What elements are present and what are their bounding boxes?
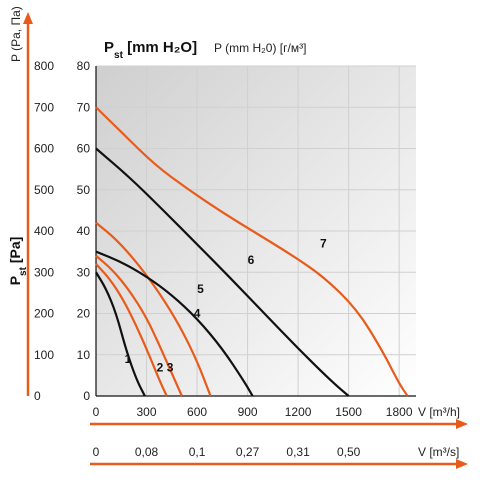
curve-marker-2: 2 — [157, 360, 164, 374]
title-right: P (mm H₂0) [г/м³] — [214, 41, 306, 55]
xtick-h: 600 — [187, 405, 207, 419]
ytick-pa: 400 — [34, 224, 54, 238]
ytick-pa: 200 — [34, 307, 54, 321]
xtick-s: 0 — [93, 445, 100, 459]
xtick-h: 1800 — [386, 405, 413, 419]
ytick-pa: 500 — [34, 183, 54, 197]
xtick-s: 0,1 — [189, 445, 206, 459]
xtick-s: 0,08 — [135, 445, 159, 459]
xtick-h: 1200 — [285, 405, 312, 419]
curve-marker-5: 5 — [197, 282, 204, 296]
xtick-s: 0,31 — [286, 445, 310, 459]
x-secondary-label: V [m³/s] — [418, 445, 459, 459]
title-mmH2O: Pst [mm H₂O] — [104, 39, 197, 61]
xtick-h: 300 — [137, 405, 157, 419]
curve-marker-7: 7 — [320, 237, 327, 251]
ytick-pa: 0 — [34, 389, 41, 403]
ytick-mm: 40 — [77, 224, 91, 238]
ytick-pa: 800 — [34, 59, 54, 73]
xtick-h: 0 — [93, 405, 100, 419]
xtick-h: 900 — [238, 405, 258, 419]
y-secondary-label: P (Pa, Па) — [9, 6, 23, 62]
ytick-mm: 60 — [77, 142, 91, 156]
curve-marker-3: 3 — [167, 360, 174, 374]
ytick-mm: 20 — [77, 307, 91, 321]
ytick-pa: 100 — [34, 348, 54, 362]
ytick-mm: 50 — [77, 183, 91, 197]
xtick-s: 0,27 — [236, 445, 260, 459]
xtick-h: 1500 — [335, 405, 362, 419]
y-primary-label: Pst [Pa] — [7, 237, 29, 286]
curve-marker-1: 1 — [125, 352, 132, 366]
x-primary-label: V [m³/h] — [418, 405, 460, 419]
chart-svg: 0100200300400500600700800010203040506070… — [0, 0, 503, 503]
ytick-mm: 10 — [77, 348, 91, 362]
ytick-pa: 700 — [34, 100, 54, 114]
ytick-pa: 300 — [34, 265, 54, 279]
ytick-mm: 70 — [77, 100, 91, 114]
ytick-mm: 80 — [77, 59, 91, 73]
xtick-s: 0,50 — [337, 445, 361, 459]
curve-marker-4: 4 — [194, 307, 201, 321]
chart-container: { "chart": { "type": "line", "background… — [0, 0, 503, 503]
ytick-mm: 30 — [77, 265, 91, 279]
curve-marker-6: 6 — [248, 253, 255, 267]
ytick-pa: 600 — [34, 142, 54, 156]
ytick-mm: 0 — [83, 389, 90, 403]
